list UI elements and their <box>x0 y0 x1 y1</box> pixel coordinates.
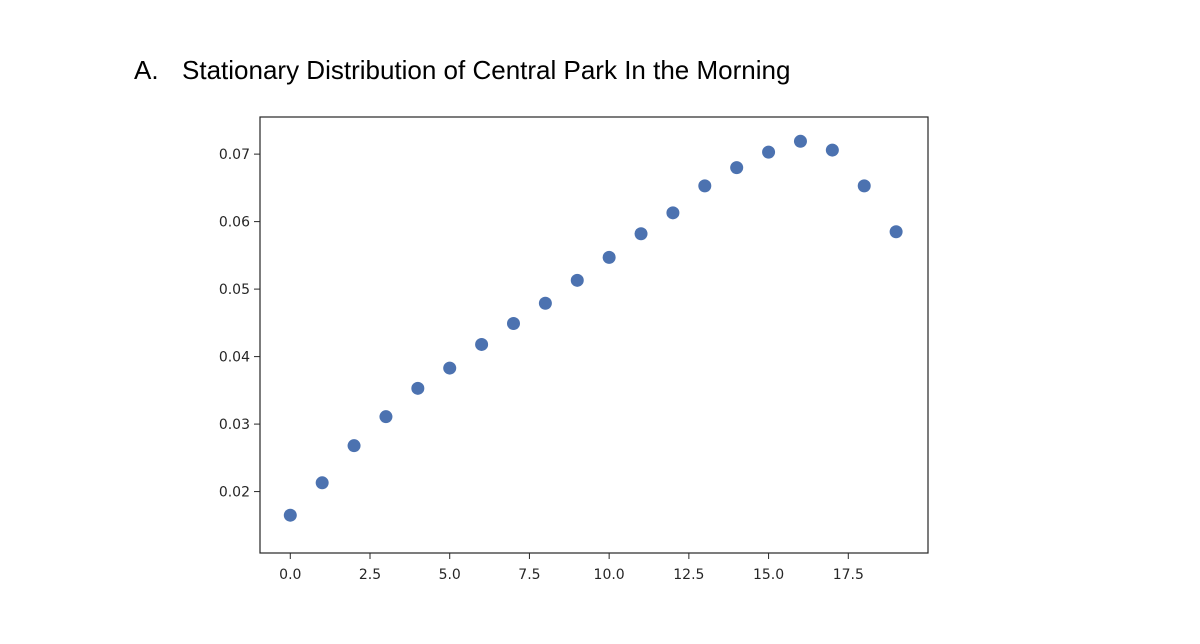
y-tick-label: 0.07 <box>219 147 250 163</box>
y-tick-label: 0.04 <box>219 350 250 366</box>
y-tick-label: 0.02 <box>219 485 250 501</box>
data-point <box>315 476 329 490</box>
y-axis: 0.02 0.03 0.04 0.05 0.06 0.07 <box>219 147 260 501</box>
x-tick-label: 12.5 <box>673 567 704 583</box>
data-point <box>889 225 903 239</box>
x-tick-label: 7.5 <box>518 567 540 583</box>
data-point <box>666 206 680 220</box>
heading-text: Stationary Distribution of Central Park … <box>182 55 791 85</box>
y-tick-label: 0.05 <box>219 282 250 298</box>
heading-marker: A. <box>134 55 159 85</box>
data-point <box>443 361 457 375</box>
x-tick-label: 5.0 <box>439 567 461 583</box>
chart-heading: A. Stationary Distribution of Central Par… <box>134 52 790 88</box>
x-tick-label: 0.0 <box>279 567 301 583</box>
plot-frame <box>259 116 929 554</box>
data-point <box>475 337 489 351</box>
data-point <box>698 179 712 193</box>
data-point <box>283 508 297 522</box>
data-point <box>602 250 616 264</box>
data-point <box>538 296 552 310</box>
data-point <box>825 143 839 157</box>
x-tick-label: 15.0 <box>753 567 784 583</box>
data-point <box>570 273 584 287</box>
data-points <box>283 134 903 522</box>
x-tick-label: 10.0 <box>594 567 625 583</box>
x-tick-label: 17.5 <box>833 567 864 583</box>
y-tick-label: 0.06 <box>219 215 250 231</box>
x-axis: 0.0 2.5 5.0 7.5 10.0 12.5 15.0 17.5 <box>279 553 864 583</box>
data-point <box>634 227 648 241</box>
x-tick-label: 2.5 <box>359 567 381 583</box>
y-tick-label: 0.03 <box>219 417 250 433</box>
data-point <box>506 317 520 331</box>
data-point <box>411 381 425 395</box>
data-point <box>793 134 807 148</box>
data-point <box>857 179 871 193</box>
data-point <box>347 439 361 453</box>
data-point <box>379 410 393 424</box>
data-point <box>762 145 776 159</box>
data-point <box>730 161 744 175</box>
